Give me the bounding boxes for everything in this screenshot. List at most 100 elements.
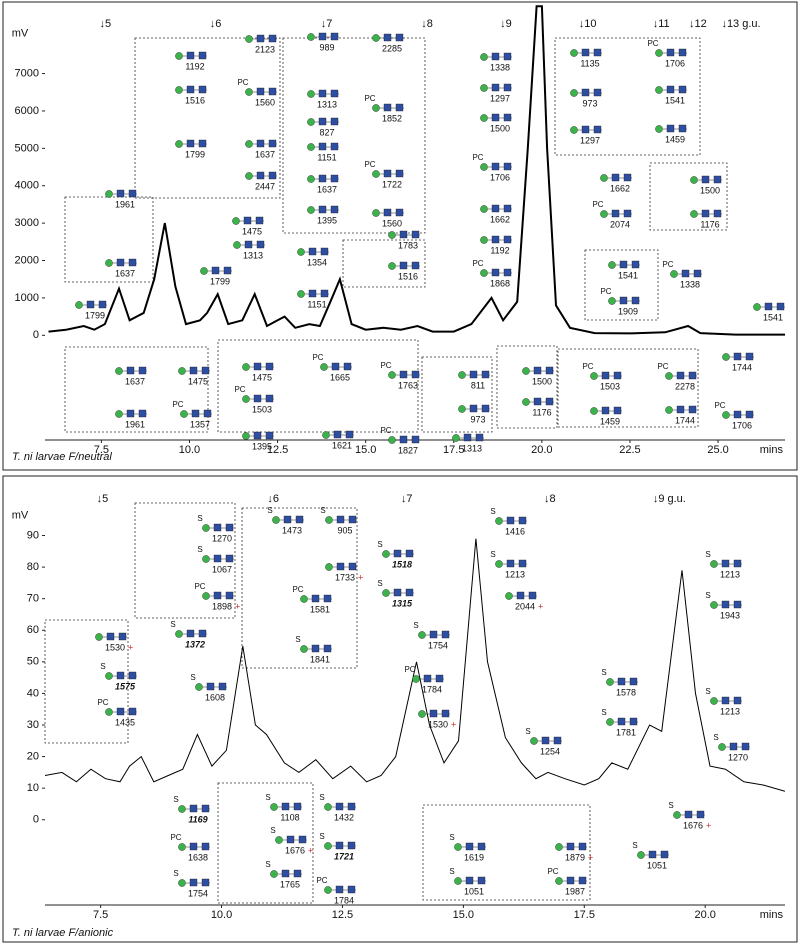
y-tick-label: 5000 [15,142,39,154]
glycan-label: 1151 [307,299,326,309]
glycan-glyph [297,290,305,298]
glycan-glyph [180,410,188,418]
glycan-label: 1961 [115,199,135,209]
y-unit-label: mV [12,509,29,521]
glycan-glyph [201,878,210,887]
glycan-label: 1733 [335,572,355,582]
glycan-glyph [729,742,738,751]
glycan-modification: S [705,591,710,600]
glycan-modification: S [270,826,275,835]
glycan-glyph [178,843,186,851]
glycan-label: 1475 [188,376,208,386]
glycan-label: 827 [319,127,334,137]
glycan-glyph [198,139,207,148]
glycan-glyph [242,432,250,440]
glycan-label: 1516 [185,95,205,105]
x-tick-label: 12.5 [267,444,288,456]
glycan-label: 1841 [310,654,330,664]
gu-marker: ↓7 [401,493,413,505]
glycan-label: 1784 [422,684,442,694]
glycan-glyph [198,85,207,94]
glycan-label: 1313 [462,443,482,453]
glycan-glyph [503,52,512,61]
glycan-glyph [105,672,113,680]
glycan-glyph [545,397,554,406]
glycan-modification: PC [714,401,725,410]
glycan-glyph [256,34,265,43]
annotation-box [217,339,419,433]
glycan-glyph [465,876,474,885]
glycan-modification: S [705,687,710,696]
glycan-glyph [178,367,186,375]
glycan-modification: S [525,727,530,736]
glycan-glyph [116,671,125,680]
glycan-glyph [95,633,103,641]
glycan-label: 1432 [334,812,354,822]
glycan-label: 1560 [382,218,402,228]
glycan-glyph [505,592,513,600]
glycan-glyph [405,588,414,597]
glycan-glyph [293,802,302,811]
glycan-label: 1799 [85,310,105,320]
glycan-label: 1338 [490,62,510,72]
glycan-glyph [666,48,675,57]
glycan-glyph [245,140,253,148]
glycan-glyph [333,430,342,439]
glycan-modification: PC [647,39,658,48]
glycan-label: 1500 [700,185,720,195]
glycan-modification: S [100,662,105,671]
glycan-glyph [244,240,253,249]
glycan-glyph [307,90,315,98]
glycan-glyph [696,810,705,819]
glycan-glyph [458,371,466,379]
glycan-glyph [98,300,107,309]
glycan-modification: PC [364,160,375,169]
glycan-glyph [128,258,137,267]
x-axis-label: mins [760,909,784,921]
glycan-glyph [320,247,329,256]
glycan-label: 1500 [490,123,510,133]
glycan-glyph [481,370,490,379]
glycan-label: 1799 [210,276,230,286]
glycan-glyph [382,550,390,558]
glycan-glyph [733,559,742,568]
glycan-label: 1619 [464,852,484,862]
glycan-glyph [655,49,663,57]
glycan-modification: PC [380,361,391,370]
glycan-label: 1879 [565,852,585,862]
glycan-modification: S [713,733,718,742]
glycan-label: 1503 [252,404,272,414]
glycan-glyph [676,371,685,380]
glycan-glyph [318,117,327,126]
glycan-glyph [733,600,742,609]
glycan-label: 973 [582,98,597,108]
annotation-box [554,37,701,156]
glycan-glyph [673,811,681,819]
glycan-glyph [518,516,527,525]
glycan-glyph [566,842,575,851]
glycan-glyph [745,410,754,419]
glycan-glyph [670,270,678,278]
glycan-glyph [491,204,500,213]
glycan-glyph [491,83,500,92]
glycan-glyph [570,126,578,134]
glycan-glyph [533,366,542,375]
glycan-glyph [590,407,598,415]
x-tick-label: 22.5 [619,444,640,456]
glycan-glyph [495,560,503,568]
glycan-label: 973 [470,414,485,424]
glycan-glyph [721,559,730,568]
glycan-label: 1372 [185,639,205,649]
glycan-glyph [202,555,210,563]
glycan-glyph [593,125,602,134]
x-tick-label: 10.0 [179,444,200,456]
glycan-label: 1868 [490,278,510,288]
glycan-label: 1475 [252,372,272,382]
glycan-modification: PC [582,362,593,371]
glycan-label: 1961 [125,419,145,429]
y-tick-label: 2000 [15,254,39,266]
glycan-label: 1754 [188,888,208,898]
glycan-glyph [178,805,186,813]
glycan-glyph [372,34,380,42]
glycan-glyph [722,353,730,361]
